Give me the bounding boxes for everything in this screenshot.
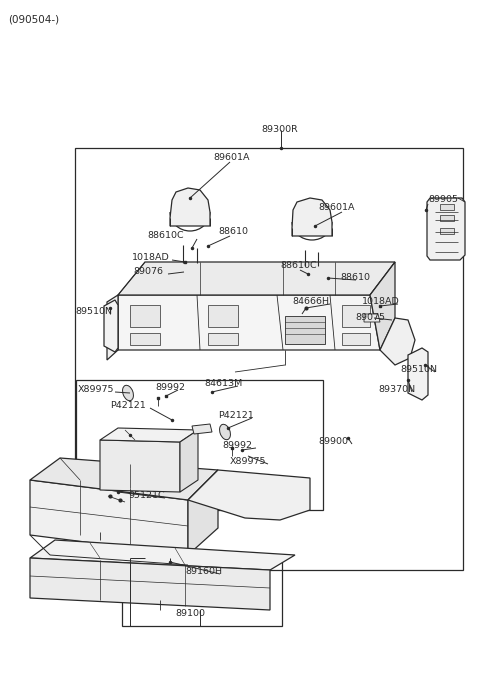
- Polygon shape: [100, 440, 180, 492]
- Text: 84666H: 84666H: [292, 298, 329, 306]
- Bar: [130, 305, 160, 327]
- Text: 89100: 89100: [175, 610, 205, 618]
- Bar: [285, 316, 325, 344]
- Text: (090504-): (090504-): [8, 14, 59, 24]
- Polygon shape: [118, 295, 380, 350]
- Ellipse shape: [122, 385, 133, 401]
- Bar: [208, 305, 238, 327]
- Text: X89975: X89975: [78, 386, 115, 395]
- Text: 89076: 89076: [133, 268, 163, 277]
- Polygon shape: [30, 458, 218, 500]
- Polygon shape: [180, 430, 198, 492]
- Text: P42121: P42121: [218, 412, 254, 420]
- Text: 89601A: 89601A: [213, 153, 250, 163]
- Polygon shape: [170, 188, 210, 226]
- Text: P42121: P42121: [110, 401, 146, 410]
- Text: 89900: 89900: [318, 437, 348, 447]
- Polygon shape: [104, 300, 118, 352]
- Polygon shape: [188, 470, 218, 555]
- Text: 89905: 89905: [428, 195, 458, 205]
- Text: 89370N: 89370N: [378, 386, 415, 395]
- Bar: [342, 333, 370, 345]
- Ellipse shape: [219, 424, 230, 440]
- Polygon shape: [107, 295, 118, 360]
- Text: 88610C: 88610C: [280, 262, 317, 271]
- Bar: [440, 204, 454, 210]
- Polygon shape: [380, 318, 415, 365]
- Text: X89975: X89975: [230, 458, 266, 466]
- Polygon shape: [100, 428, 198, 442]
- Bar: [75, 148, 463, 570]
- Polygon shape: [30, 540, 295, 570]
- Bar: [440, 228, 454, 234]
- Polygon shape: [192, 424, 212, 434]
- Text: 89601A: 89601A: [318, 203, 355, 212]
- Text: 88610: 88610: [340, 273, 370, 283]
- Text: 1018AD: 1018AD: [362, 298, 400, 306]
- Text: 88610: 88610: [218, 228, 248, 237]
- Text: 89510N: 89510N: [400, 365, 437, 374]
- Text: 89300R: 89300R: [261, 125, 298, 134]
- Text: 89992: 89992: [222, 441, 252, 450]
- Bar: [342, 305, 370, 327]
- Polygon shape: [370, 262, 395, 350]
- Text: 1018AD: 1018AD: [132, 254, 170, 262]
- Text: 89160H: 89160H: [185, 567, 222, 576]
- Text: 89992: 89992: [155, 384, 185, 393]
- Polygon shape: [188, 470, 310, 520]
- Bar: [208, 333, 238, 345]
- Ellipse shape: [185, 268, 199, 276]
- Polygon shape: [30, 480, 188, 555]
- Bar: [122, 558, 282, 626]
- Polygon shape: [118, 262, 395, 295]
- Polygon shape: [427, 198, 465, 260]
- Polygon shape: [292, 198, 332, 236]
- Text: 89075: 89075: [355, 313, 385, 323]
- Polygon shape: [30, 558, 270, 610]
- Polygon shape: [408, 348, 428, 400]
- Polygon shape: [364, 314, 380, 322]
- Bar: [440, 215, 454, 221]
- Text: 84613M: 84613M: [204, 380, 242, 388]
- Text: 89510N: 89510N: [75, 308, 112, 317]
- Bar: [130, 333, 160, 345]
- Bar: [76, 380, 323, 510]
- Text: 95121C: 95121C: [128, 492, 165, 500]
- Text: 88610C: 88610C: [147, 231, 184, 239]
